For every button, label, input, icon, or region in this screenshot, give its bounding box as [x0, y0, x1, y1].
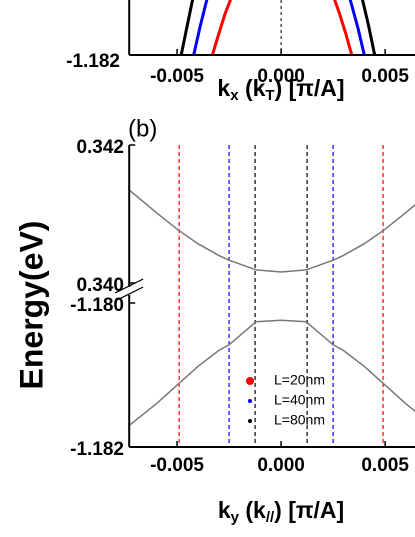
plot-area	[179, 0, 377, 55]
x-tick-label: 0.000	[257, 66, 305, 87]
y-tick-label: 0.342	[76, 137, 124, 158]
x-axis-label-part: ) [π/A]	[275, 75, 345, 101]
x-tick-label: -0.005	[150, 455, 204, 476]
band-curve	[210, 0, 354, 55]
x-axis-label-part: (k	[239, 497, 266, 523]
x-axis-label-part: T	[265, 87, 274, 104]
x-tick-label: -0.005	[150, 66, 204, 87]
y-tick-label: -1.182	[66, 51, 120, 72]
plot-area	[129, 145, 415, 447]
x-tick-label: 0.005	[361, 455, 409, 476]
y-tick-label: 0.340	[76, 275, 124, 296]
legend-label: L=80nm	[274, 412, 325, 428]
band-curve	[129, 189, 415, 273]
x-axis-label-part: (k	[239, 75, 266, 101]
legend-label: L=40nm	[274, 392, 325, 408]
legend-marker	[248, 399, 252, 403]
x-axis-label-part: ) [π/A]	[274, 497, 344, 523]
x-axis-label: ky (k//) [π/A]	[218, 497, 344, 526]
legend-marker	[248, 419, 252, 423]
band-curve	[179, 0, 377, 55]
x-axis-label-part: k	[217, 75, 230, 101]
x-axis-label-part: x	[230, 87, 239, 104]
x-axis-label: kx (kT) [π/A]	[217, 75, 344, 104]
x-tick-label: 0.000	[257, 455, 305, 476]
legend-marker	[246, 377, 254, 385]
x-axis-label-part: //	[266, 509, 275, 526]
y-axis-label: Energy(eV)	[13, 221, 49, 390]
band-curve	[129, 319, 415, 426]
band-curve	[192, 0, 366, 55]
legend-label: L=20nm	[274, 372, 325, 388]
x-axis-label-part: k	[218, 497, 231, 523]
x-axis-label-part: y	[231, 509, 240, 526]
y-tick-label: -1.182	[70, 439, 124, 460]
x-tick-label: 0.005	[361, 66, 409, 87]
axis-break	[114, 286, 144, 302]
axis-break	[114, 278, 144, 294]
panel-label: (b)	[128, 115, 157, 142]
y-tick-label: -1.180	[70, 295, 124, 316]
